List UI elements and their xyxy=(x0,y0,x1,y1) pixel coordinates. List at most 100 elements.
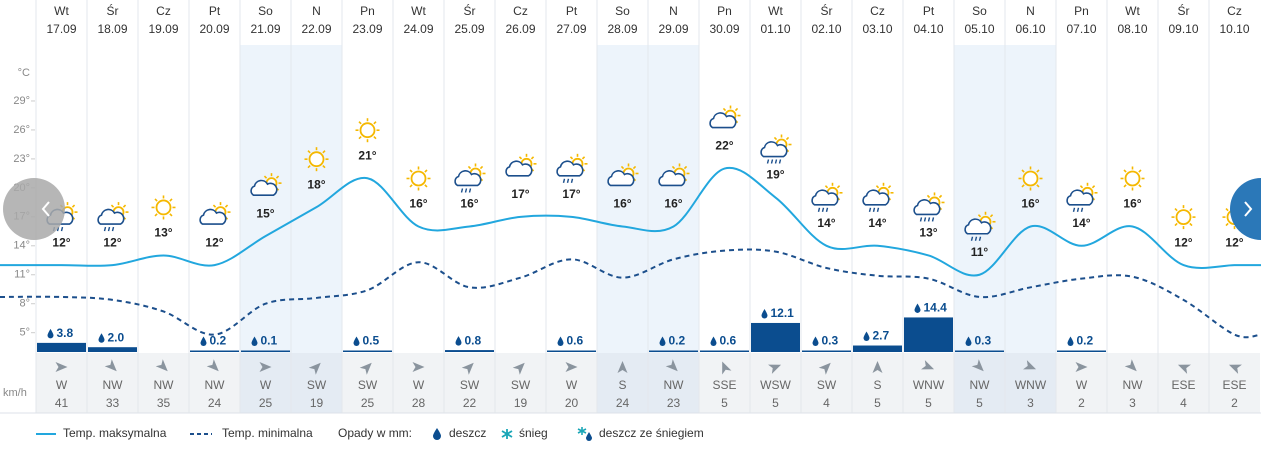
legend: Temp. maksymalna Temp. minimalna Opady w… xyxy=(36,426,704,441)
precip-label: 0.1 xyxy=(261,334,278,348)
precip-bar xyxy=(241,350,290,352)
sun-ray xyxy=(671,165,676,170)
sun-ray xyxy=(71,204,76,208)
precip-bar xyxy=(1057,350,1106,352)
rain-drop xyxy=(460,188,464,193)
wind-arrow xyxy=(1228,364,1242,374)
wind-arrow xyxy=(259,362,272,372)
legend-precip: Opady w mm: xyxy=(338,426,412,440)
cloud xyxy=(862,189,890,206)
drop-icon xyxy=(710,336,717,346)
y-tick-label: 29° xyxy=(13,95,30,107)
date: 28.09 xyxy=(607,22,637,36)
rain-drop xyxy=(821,207,825,212)
max-temp-label: 17° xyxy=(562,187,580,201)
weekday: Cz xyxy=(156,4,171,18)
weekday: Pt xyxy=(209,4,221,18)
cloud xyxy=(199,208,227,225)
wind-speed: 24 xyxy=(616,396,630,410)
precip-label: 0.2 xyxy=(210,334,227,348)
prev-button[interactable] xyxy=(3,178,65,240)
next-button[interactable] xyxy=(1230,178,1261,240)
drop-icon xyxy=(659,336,666,346)
weekday: Śr xyxy=(107,3,119,18)
weather-icon xyxy=(250,173,282,196)
precip-label: 0.2 xyxy=(669,334,686,348)
drop-icon xyxy=(455,336,462,346)
cloud xyxy=(1066,189,1094,206)
min-temp-line xyxy=(0,248,1261,339)
date: 04.10 xyxy=(913,22,943,36)
wind-cell xyxy=(1056,353,1107,413)
sun-ray xyxy=(154,213,158,217)
weather-icon xyxy=(406,166,431,191)
weather-icon xyxy=(505,153,537,177)
weekday: Wt xyxy=(768,4,783,18)
sun-ray xyxy=(620,165,625,170)
wind-arrow xyxy=(665,359,678,372)
sun-ray xyxy=(1225,222,1229,227)
cloud xyxy=(709,112,737,129)
date: 22.09 xyxy=(301,22,331,36)
drop-icon xyxy=(557,336,564,346)
wind-arrow xyxy=(155,359,168,372)
rain-drop xyxy=(570,178,574,183)
max-temp-label: 21° xyxy=(358,148,376,162)
wind-speed: 28 xyxy=(412,396,426,410)
rain-drop xyxy=(1080,207,1084,212)
wind-cell xyxy=(1158,353,1209,413)
weekday: Pt xyxy=(566,4,578,18)
drop-icon xyxy=(761,308,768,319)
weekday: So xyxy=(615,4,630,18)
weather-icon xyxy=(1171,205,1196,230)
wind-arrow xyxy=(872,361,883,373)
sun-ray xyxy=(1189,208,1193,212)
y-tick-label: 26° xyxy=(13,124,30,136)
sun-ray xyxy=(785,136,790,141)
precip-bar xyxy=(904,317,953,352)
wind-cell xyxy=(240,353,291,413)
max-temp-label: 15° xyxy=(256,206,274,220)
precip-bar xyxy=(190,350,239,352)
rain-drop xyxy=(927,217,931,222)
sun xyxy=(410,170,427,187)
drop-icon xyxy=(47,328,54,339)
date: 25.09 xyxy=(454,22,484,36)
weather-icon xyxy=(607,163,639,187)
wind-cell xyxy=(495,353,546,413)
date: 01.10 xyxy=(760,22,790,36)
wind-cell xyxy=(291,353,342,413)
wind-direction: ESE xyxy=(1171,378,1195,392)
weather-icon xyxy=(97,202,129,232)
max-temp-line xyxy=(0,166,1261,277)
wind-speed: 22 xyxy=(463,396,477,410)
y-tick-label: 23° xyxy=(13,153,30,165)
wind-direction: S xyxy=(873,378,881,392)
rain-drop xyxy=(825,207,829,212)
precip-label: 0.6 xyxy=(567,334,584,348)
weekend-shade xyxy=(291,45,342,353)
sun-ray xyxy=(1189,222,1193,227)
cloud xyxy=(97,208,125,225)
legend-sleet: deszcz ze śniegiem xyxy=(599,426,704,440)
max-temp-label: 17° xyxy=(511,187,529,201)
weather-icon xyxy=(355,118,380,143)
sun xyxy=(359,122,376,139)
weather-icon xyxy=(760,134,792,164)
date: 24.09 xyxy=(403,22,433,36)
wind-direction: NW xyxy=(970,378,991,392)
wind-arrow xyxy=(768,364,782,374)
weekday: Pn xyxy=(717,4,732,18)
weather-icon xyxy=(454,163,486,193)
sun-ray xyxy=(263,175,268,179)
sun-ray xyxy=(307,164,311,169)
weekday: Wt xyxy=(1125,4,1140,18)
weekend-shade xyxy=(648,45,699,353)
max-temp-label: 12° xyxy=(205,235,223,249)
precip-bar xyxy=(802,350,851,352)
sun-ray xyxy=(773,136,778,141)
max-temp-label: 12° xyxy=(103,235,121,249)
wind-direction: ESE xyxy=(1222,378,1246,392)
weather-icon xyxy=(556,153,588,183)
drop-icon xyxy=(812,336,819,346)
